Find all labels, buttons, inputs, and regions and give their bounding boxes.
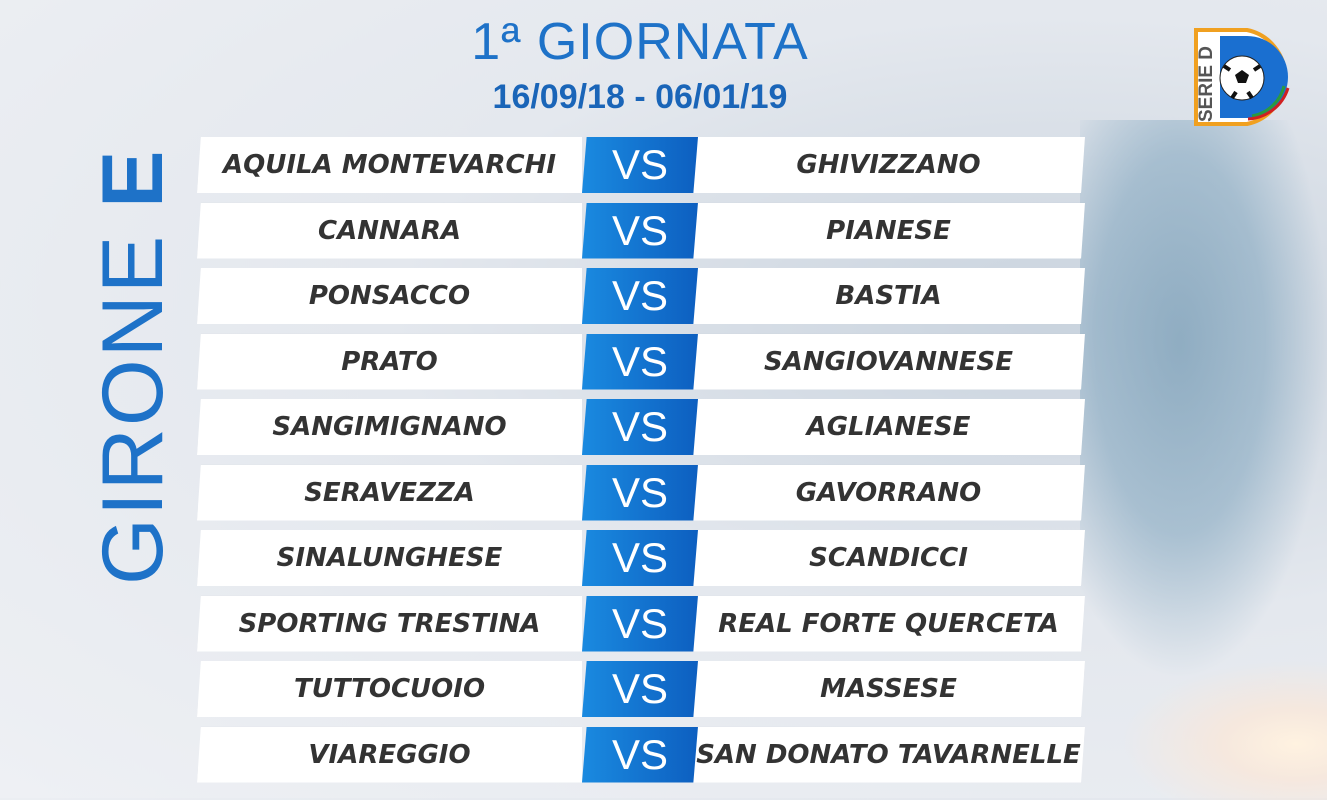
- vs-badge: VS: [582, 726, 698, 783]
- vs-badge: VS: [582, 137, 698, 193]
- home-team: CANNARA: [197, 202, 582, 259]
- vs-badge: VS: [582, 530, 698, 586]
- home-team: PONSACCO: [197, 268, 582, 324]
- vs-badge: VS: [582, 202, 698, 259]
- home-team: SPORTING TRESTINA: [197, 595, 582, 652]
- serie-d-logo: SERIE D: [1194, 28, 1290, 126]
- round-title: 1ª GIORNATA: [471, 13, 809, 71]
- away-team: GHIVIZZANO: [692, 137, 1085, 193]
- away-team: PIANESE: [692, 202, 1085, 259]
- away-team: MASSESE: [692, 661, 1085, 717]
- match-row: PONSACCO BASTIA VS: [197, 268, 1085, 324]
- match-row: AQUILA MONTEVARCHI GHIVIZZANO VS: [197, 137, 1085, 193]
- home-team: PRATO: [197, 333, 582, 390]
- away-team: GAVORRANO: [692, 464, 1085, 521]
- group-letter: E: [85, 148, 181, 208]
- away-team: AGLIANESE: [692, 399, 1085, 455]
- away-team: REAL FORTE QUERCETA: [692, 595, 1085, 652]
- group-prefix: GIRONE: [85, 233, 181, 585]
- match-row: TUTTOCUOIO MASSESE VS: [197, 661, 1085, 717]
- home-team: AQUILA MONTEVARCHI: [197, 137, 582, 193]
- away-team: SAN DONATO TAVARNELLE: [692, 726, 1085, 783]
- home-team: SANGIMIGNANO: [197, 399, 582, 455]
- vs-badge: VS: [582, 595, 698, 652]
- match-row: SERAVEZZA GAVORRANO VS: [197, 464, 1085, 521]
- home-team: SERAVEZZA: [197, 464, 582, 521]
- match-row: SANGIMIGNANO AGLIANESE VS: [197, 399, 1085, 455]
- match-row: VIAREGGIO SAN DONATO TAVARNELLE VS: [197, 726, 1085, 783]
- vs-badge: VS: [582, 399, 698, 455]
- vs-badge: VS: [582, 268, 698, 324]
- home-team: TUTTOCUOIO: [197, 661, 582, 717]
- away-team: SANGIOVANNESE: [692, 333, 1085, 390]
- match-row: SINALUNGHESE SCANDICCI VS: [197, 530, 1085, 586]
- vs-badge: VS: [582, 464, 698, 521]
- player-background-image: [1080, 120, 1327, 680]
- vs-badge: VS: [582, 333, 698, 390]
- svg-text:SERIE D: SERIE D: [1196, 46, 1217, 122]
- home-team: VIAREGGIO: [197, 726, 582, 783]
- away-team: BASTIA: [692, 268, 1085, 324]
- light-glow: [1120, 660, 1327, 800]
- home-team: SINALUNGHESE: [197, 530, 582, 586]
- group-title: GIRONE E: [84, 148, 183, 585]
- vs-badge: VS: [582, 661, 698, 717]
- date-range: 16/09/18 - 06/01/19: [492, 78, 788, 116]
- away-team: SCANDICCI: [692, 530, 1085, 586]
- match-row: PRATO SANGIOVANNESE VS: [197, 333, 1085, 390]
- match-row: CANNARA PIANESE VS: [197, 202, 1085, 259]
- match-row: SPORTING TRESTINA REAL FORTE QUERCETA VS: [197, 595, 1085, 652]
